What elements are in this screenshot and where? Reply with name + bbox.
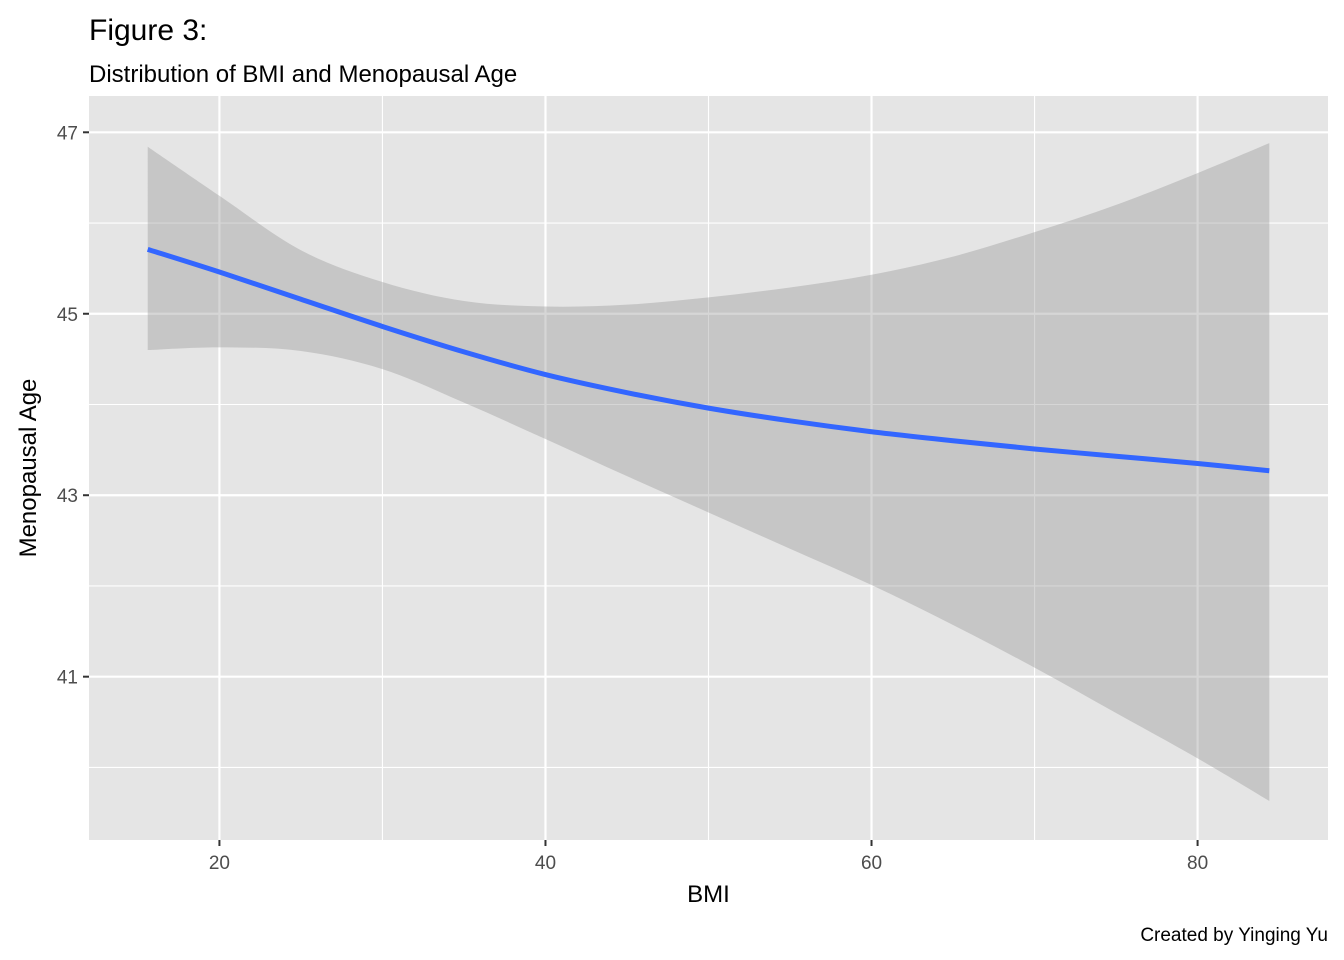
y-axis: 41 43 45 47 bbox=[57, 123, 89, 689]
y-tick-label: 47 bbox=[57, 123, 78, 144]
smooth-line bbox=[146, 246, 1270, 474]
y-tick-label: 45 bbox=[57, 305, 78, 326]
x-tick-label: 60 bbox=[861, 853, 882, 874]
y-tick-label: 41 bbox=[57, 668, 78, 689]
x-tick-label: 40 bbox=[535, 853, 556, 874]
x-tick-label: 80 bbox=[1187, 853, 1208, 874]
grid-major bbox=[89, 96, 1328, 840]
x-tick-label: 20 bbox=[209, 853, 230, 874]
y-tick-label: 43 bbox=[57, 486, 78, 507]
chart-caption: Created by Yinging Yu bbox=[1140, 925, 1328, 946]
grid-minor bbox=[89, 96, 1328, 840]
x-axis: 20 40 60 80 bbox=[209, 840, 1208, 874]
confidence-ribbon bbox=[147, 143, 1270, 801]
x-axis-title: BMI bbox=[687, 881, 730, 908]
y-axis-title: Menopausal Age bbox=[15, 379, 42, 558]
chart-subtitle: Distribution of BMI and Menopausal Age bbox=[89, 61, 517, 88]
chart-title: Figure 3: bbox=[89, 14, 207, 47]
